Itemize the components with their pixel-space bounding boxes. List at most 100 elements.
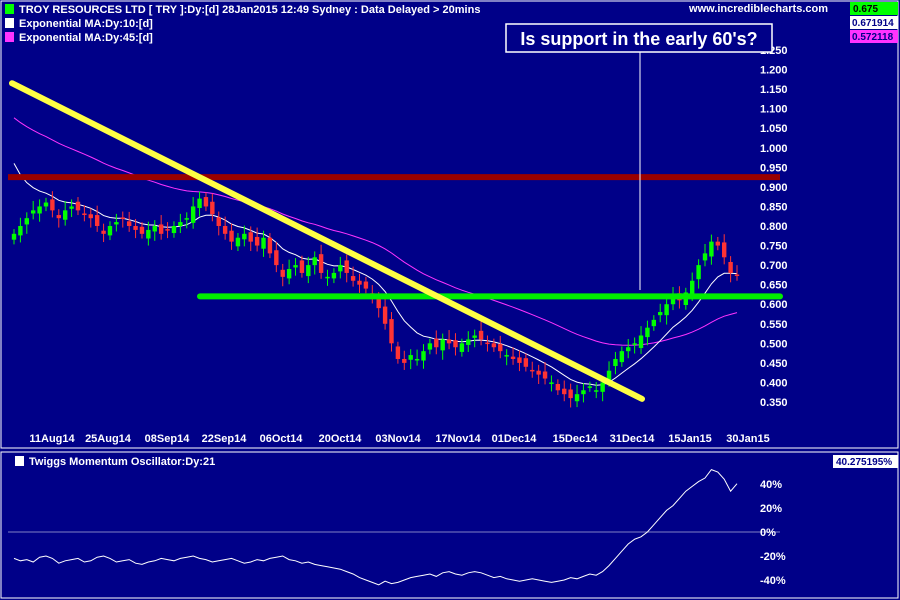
- candle: [216, 211, 221, 236]
- candle: [382, 297, 388, 330]
- candle: [427, 338, 433, 355]
- candle: [715, 236, 721, 251]
- downtrend-line: [9, 80, 645, 402]
- candle: [11, 229, 17, 245]
- candle: [478, 321, 484, 346]
- candle: [498, 335, 503, 359]
- candle: [242, 225, 247, 247]
- candle: [254, 227, 260, 252]
- date-tick-label: 25Aug14: [85, 433, 132, 445]
- candle: [562, 380, 567, 402]
- candle: [357, 273, 362, 293]
- candle: [619, 346, 625, 367]
- ema45-series: [13, 117, 738, 346]
- candle: [338, 256, 343, 279]
- date-tick-label: 15Jan15: [668, 433, 711, 445]
- candle: [389, 312, 394, 352]
- candle: [312, 251, 317, 275]
- price-tick-label: 0.900: [760, 182, 788, 194]
- candle: [158, 215, 164, 240]
- candle: [408, 349, 413, 370]
- date-tick-label: 08Sep14: [145, 433, 191, 445]
- readout-ema10: 0.671914: [852, 18, 894, 29]
- candle: [203, 192, 209, 212]
- candle: [190, 197, 196, 229]
- candle: [146, 221, 151, 246]
- price-axis: 1.2501.2001.1501.1001.0501.0000.9500.900…: [760, 45, 788, 409]
- candle: [702, 243, 708, 267]
- candle: [440, 333, 445, 360]
- site-link[interactable]: www.incrediblecharts.com: [688, 3, 828, 15]
- candle: [568, 383, 573, 408]
- annotation-text: Is support in the early 60's?: [520, 29, 757, 49]
- price-tick-label: 1.200: [760, 65, 788, 77]
- candle: [466, 331, 471, 352]
- oscillator-panel: Twiggs Momentum Oscillator:Dy:21 40.2751…: [0, 451, 899, 599]
- candle: [587, 381, 593, 392]
- osc-tick-label: -20%: [760, 551, 786, 563]
- candle: [581, 383, 586, 403]
- candle: [402, 350, 407, 370]
- price-tick-label: 1.050: [760, 123, 788, 135]
- candle: [274, 242, 279, 273]
- readout-ema45-bg: [850, 30, 898, 43]
- candle: [37, 199, 42, 222]
- candle: [613, 351, 618, 375]
- candle: [18, 217, 23, 243]
- date-tick-label: 17Nov14: [435, 433, 481, 445]
- date-tick-label: 03Nov14: [375, 433, 421, 445]
- candle: [696, 259, 701, 289]
- osc-swatch: [15, 456, 24, 466]
- date-tick-label: 11Aug14: [29, 433, 75, 445]
- price-tick-label: 0.450: [760, 358, 788, 370]
- candle: [530, 361, 535, 378]
- candle: [504, 349, 509, 366]
- osc-tick-label: -40%: [760, 575, 786, 587]
- candle: [459, 338, 465, 357]
- candle: [306, 256, 311, 284]
- ema45-line: [13, 117, 738, 346]
- candle: [171, 221, 177, 238]
- candle: [107, 221, 113, 241]
- price-tick-label: 0.600: [760, 299, 788, 311]
- candle: [235, 233, 241, 252]
- candle: [594, 382, 599, 399]
- candle: [178, 213, 183, 234]
- date-tick-label: 22Sep14: [202, 433, 248, 445]
- candle: [299, 255, 305, 278]
- candle: [709, 234, 714, 265]
- candle: [30, 200, 36, 220]
- osc-tick-label: 40%: [760, 479, 782, 491]
- candle: [248, 226, 253, 252]
- candle: [536, 364, 541, 385]
- ema45-swatch: [5, 32, 14, 42]
- readout-last: 0.675: [853, 4, 878, 15]
- candle: [350, 266, 356, 287]
- date-tick-label: 15Dec14: [553, 433, 599, 445]
- ema10-line: [13, 163, 738, 386]
- candle: [446, 330, 452, 350]
- date-tick-label: 01Dec14: [492, 433, 538, 445]
- annotation-box: [505, 23, 773, 53]
- candle: [139, 222, 145, 239]
- candle: [24, 212, 29, 234]
- candle: [549, 375, 554, 392]
- candle: [638, 326, 644, 354]
- osc-readout: 40.275195%: [836, 457, 892, 468]
- candle: [421, 344, 426, 369]
- date-axis: 11Aug14 25Aug14 08Sep14 22Sep14 06Oct14 20Oct…: [29, 433, 769, 445]
- candle: [434, 330, 439, 355]
- candle: [472, 329, 477, 348]
- price-tick-label: 0.650: [760, 280, 788, 292]
- price-tick-label: 1.000: [760, 143, 788, 155]
- price-tick-label: 0.850: [760, 201, 788, 213]
- candle: [88, 208, 93, 228]
- candle: [126, 211, 132, 232]
- candle: [114, 213, 119, 232]
- candle: [222, 216, 228, 240]
- readout-ema45: 0.572118: [852, 32, 894, 43]
- candle: [734, 265, 740, 281]
- title-swatch: [5, 4, 14, 14]
- candle: [82, 205, 87, 222]
- date-tick-label: 06Oct14: [260, 433, 304, 445]
